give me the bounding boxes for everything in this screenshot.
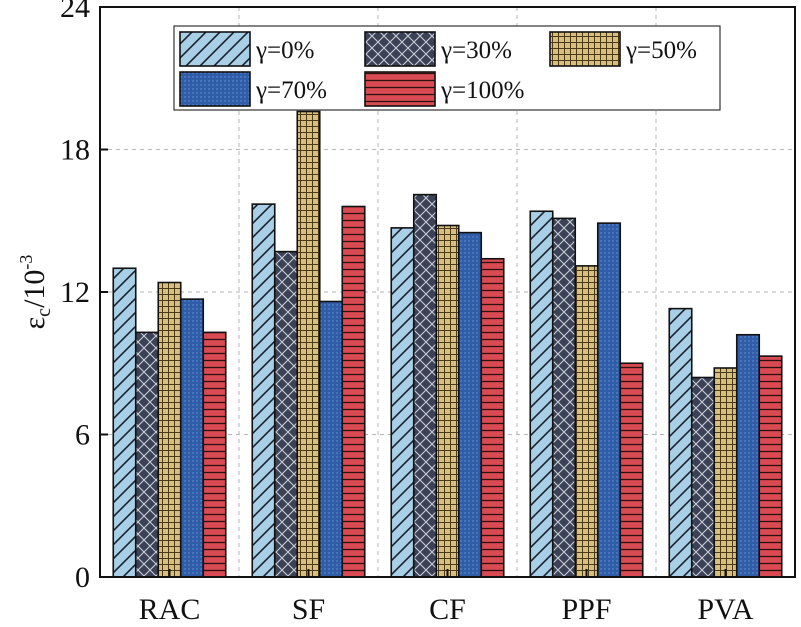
x-tick-label-cf: CF bbox=[429, 593, 466, 626]
bar-cf-series-2 bbox=[412, 193, 438, 578]
legend-swatch-series-1 bbox=[179, 31, 251, 67]
bar-cf-series-3 bbox=[435, 224, 460, 578]
bar-pva-series-3 bbox=[713, 367, 738, 578]
bar-rac-series-2 bbox=[134, 331, 160, 578]
legend-swatch-series-3 bbox=[549, 31, 621, 67]
legend: γ=0% γ=30% γ=50% γ=70% γ=100% bbox=[173, 25, 721, 111]
bar-pva-series-2 bbox=[690, 376, 716, 578]
y-tick-label: 12 bbox=[60, 276, 90, 309]
bar-cf-series-5 bbox=[480, 257, 505, 578]
y-axis-label-subscript: c bbox=[33, 308, 55, 317]
bar-sf-series-1 bbox=[251, 203, 276, 578]
x-tick-label-sf: SF bbox=[292, 593, 325, 626]
bar-pva-series-4 bbox=[735, 333, 761, 578]
legend-swatch-series-4 bbox=[179, 71, 251, 107]
legend-label-series-3: γ=50% bbox=[625, 37, 697, 64]
bar-sf-series-3 bbox=[296, 110, 321, 578]
bar-rac-series-5 bbox=[202, 331, 227, 578]
legend-label-series-2: γ=30% bbox=[440, 37, 512, 64]
bar-cf-series-1 bbox=[390, 227, 415, 578]
bar-cf-series-4 bbox=[457, 231, 483, 578]
y-axis-label-exponent: -3 bbox=[16, 255, 36, 270]
y-tick-label: 18 bbox=[60, 134, 90, 167]
bar-ppf-series-4 bbox=[596, 222, 622, 578]
y-tick-label: 24 bbox=[60, 0, 90, 24]
x-tick-label-rac: RAC bbox=[139, 593, 201, 626]
bar-rac-series-1 bbox=[112, 267, 137, 578]
bar-ppf-series-5 bbox=[619, 362, 644, 578]
legend-label-series-1: γ=0% bbox=[255, 37, 314, 64]
bar-sf-series-4 bbox=[318, 300, 344, 578]
x-tick-label-pva: PVA bbox=[697, 593, 753, 626]
legend-swatch-series-2 bbox=[364, 31, 436, 67]
svg-text:εc/10-3: εc/10-3 bbox=[16, 255, 55, 330]
bar-pva-series-1 bbox=[668, 307, 693, 578]
x-tick-label-ppf: PPF bbox=[561, 593, 611, 626]
y-tick-label: 6 bbox=[75, 419, 90, 452]
bar-sf-series-5 bbox=[341, 205, 366, 578]
y-axis-label: εc/10-3 bbox=[16, 255, 55, 330]
legend-label-series-5: γ=100% bbox=[440, 77, 524, 104]
y-axis-label-unit: /10 bbox=[18, 270, 51, 308]
legend-box bbox=[173, 25, 721, 111]
bars bbox=[112, 110, 783, 578]
axes: 0 6 12 18 24 RAC SF CF PPF PVA bbox=[60, 0, 754, 626]
bar-sf-series-2 bbox=[273, 250, 299, 578]
y-tick-label: 0 bbox=[75, 561, 90, 594]
bar-pva-series-5 bbox=[758, 355, 783, 578]
legend-label-series-4: γ=70% bbox=[255, 77, 327, 104]
y-axis-label-base: ε bbox=[18, 317, 51, 330]
bar-ppf-series-1 bbox=[529, 210, 554, 578]
legend-swatch-series-5 bbox=[364, 71, 436, 107]
bar-ppf-series-3 bbox=[574, 265, 599, 578]
bar-ppf-series-2 bbox=[551, 217, 577, 578]
bar-rac-series-3 bbox=[157, 281, 182, 578]
bar-rac-series-4 bbox=[179, 298, 205, 578]
